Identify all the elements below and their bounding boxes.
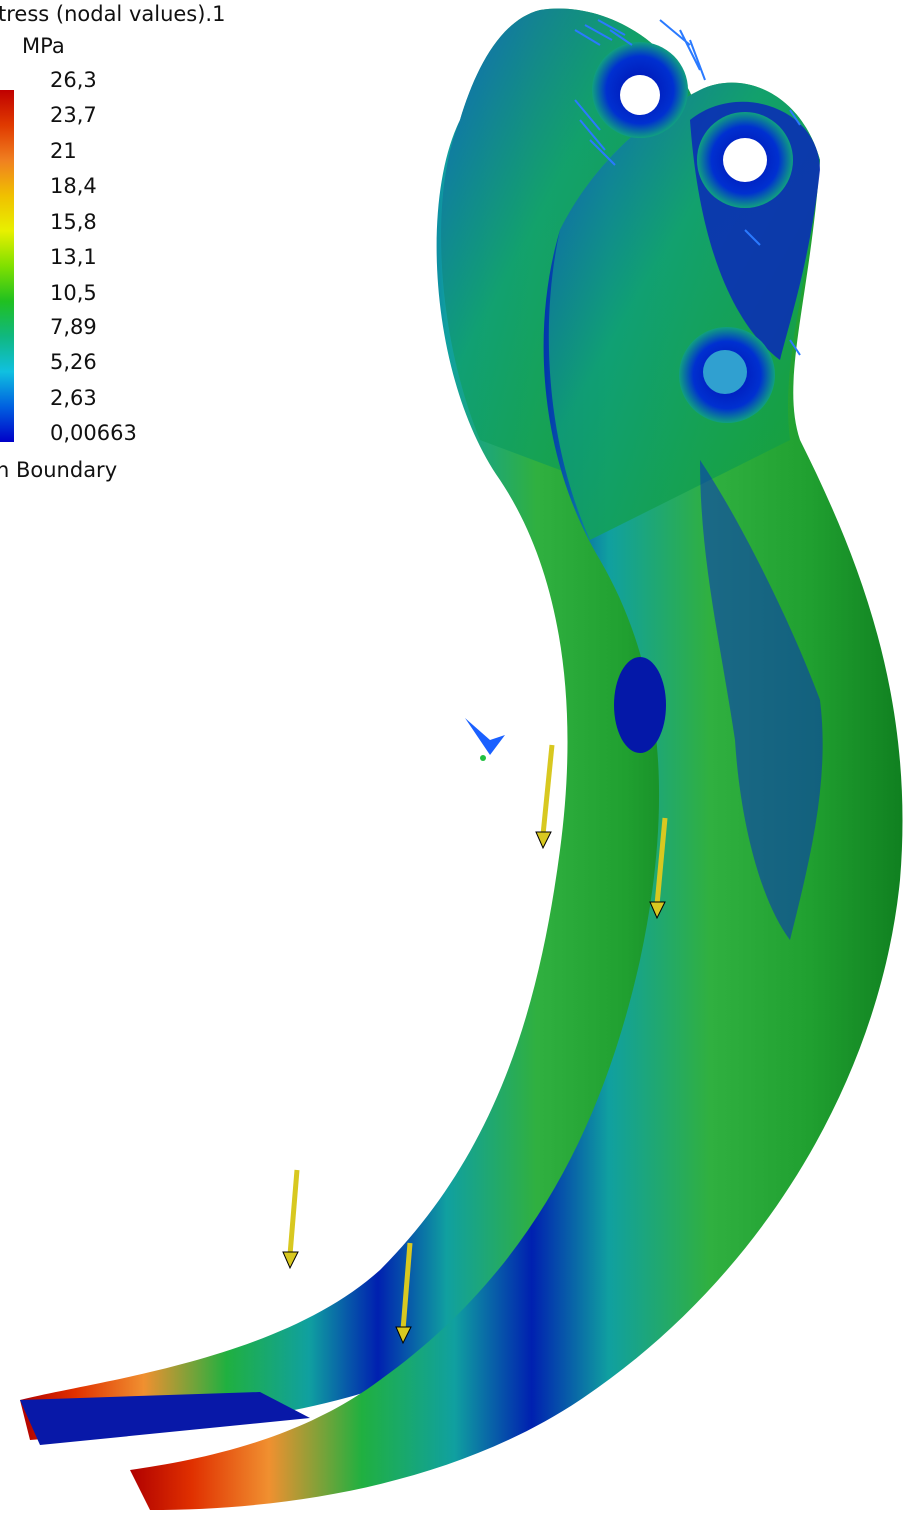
legend-tick: 15,8: [50, 210, 97, 234]
legend-unit: MPa: [22, 34, 65, 58]
legend-tick: 5,26: [50, 350, 97, 374]
pin-hole-lower: [679, 327, 775, 423]
legend-tick: 21: [50, 139, 77, 163]
load-arrow-icon: [282, 744, 668, 1345]
pin-hole-right: [697, 112, 793, 208]
legend-tick: 2,63: [50, 386, 97, 410]
legend-tick: 7,89: [50, 315, 97, 339]
legend-tick: 23,7: [50, 103, 97, 127]
legend-footer: n Boundary: [0, 458, 118, 482]
view-axis-icon: [465, 718, 505, 761]
legend-title: tress (nodal values).1: [0, 2, 226, 26]
legend-tick: 0,00663: [50, 421, 137, 445]
legend-tick: 18,4: [50, 174, 97, 198]
legend-tick: 10,5: [50, 281, 97, 305]
pin-hole-top: [592, 42, 688, 138]
legend-color-bar: [0, 90, 14, 442]
clamp-restraint-icon: [574, 19, 801, 356]
legend-tick: 26,3: [50, 68, 97, 92]
legend-tick: 13,1: [50, 245, 97, 269]
